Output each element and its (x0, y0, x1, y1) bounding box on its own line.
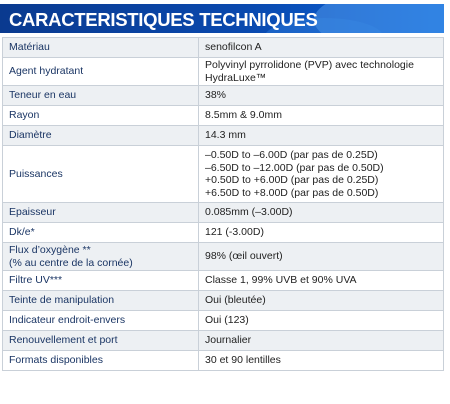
spec-value-line: Oui (bleutée) (205, 294, 266, 307)
spec-label: Flux d’oxygène ** (% au centre de la corn… (2, 242, 199, 271)
spec-value: 14.3 mm (198, 125, 444, 146)
spec-value-line: Oui (123) (205, 314, 249, 327)
table-row: Renouvellement et port Journalier (2, 330, 444, 351)
table-row: Dk/e* 121 (-3.00D) (2, 222, 444, 243)
spec-value-line: 121 (-3.00D) (205, 226, 264, 239)
spec-value-line: –6.50D to –12.00D (par pas de 0.50D) (205, 161, 384, 174)
spec-label-line: Epaisseur (9, 206, 56, 219)
spec-value-line: +6.50D to +8.00D (par pas de 0.50D) (205, 186, 379, 199)
spec-value-line: Journalier (205, 334, 252, 347)
banner-decoration-secondary (264, 18, 384, 33)
spec-label: Epaisseur (2, 202, 199, 223)
spec-value: 98% (œil ouvert) (198, 242, 444, 271)
spec-label: Matériau (2, 37, 199, 58)
spec-value-line: Polyvinyl pyrrolidone (PVP) avec technol… (205, 59, 414, 71)
table-row: Matériau senofilcon A (2, 37, 444, 58)
spec-label: Dk/e* (2, 222, 199, 243)
table-row: Flux d’oxygène ** (% au centre de la corn… (2, 242, 444, 271)
spec-label: Teinte de manipulation (2, 290, 199, 311)
spec-value: Polyvinyl pyrrolidone (PVP) avec technol… (198, 57, 444, 86)
spec-label: Filtre UV*** (2, 270, 199, 291)
spec-label-line: Indicateur endroit-envers (9, 314, 126, 327)
spec-label-line: Filtre UV*** (9, 274, 63, 287)
specifications-table-body: Matériau senofilcon A Agent hydratant Polyv… (2, 37, 444, 371)
table-row: Agent hydratant Polyvinyl pyrrolidone (PV… (2, 57, 444, 86)
banner-decoration (314, 4, 444, 33)
spec-value: Oui (123) (198, 310, 444, 331)
spec-value: 0.085mm (–3.00D) (198, 202, 444, 223)
spec-label: Formats disponibles (2, 350, 199, 371)
table-row: Indicateur endroit-envers Oui (123) (2, 310, 444, 331)
spec-label-line: Diamètre (9, 129, 52, 142)
spec-label-line: Renouvellement et port (9, 334, 118, 347)
spec-value: Classe 1, 99% UVB et 90% UVA (198, 270, 444, 291)
spec-label: Indicateur endroit-envers (2, 310, 199, 331)
table-row: Teneur en eau 38% (2, 85, 444, 106)
spec-value-line: 0.085mm (–3.00D) (205, 206, 293, 219)
spec-value: 121 (-3.00D) (198, 222, 444, 243)
spec-value: Journalier (198, 330, 444, 351)
table-row: Formats disponibles 30 et 90 lentilles (2, 350, 444, 371)
spec-label: Rayon (2, 105, 199, 126)
spec-value-line: +0.50D to +6.00D (par pas de 0.25D) (205, 174, 379, 186)
table-row: Filtre UV*** Classe 1, 99% UVB et 90% UVA (2, 270, 444, 291)
spec-label-line: Flux d’oxygène ** (9, 244, 91, 256)
spec-value-line: 8.5mm & 9.0mm (205, 109, 283, 122)
spec-value-line: senofilcon A (205, 41, 262, 54)
title-banner: CARACTERISTIQUES TECHNIQUES (0, 4, 444, 33)
spec-label-line: Teinte de manipulation (9, 294, 115, 307)
table-row: Diamètre 14.3 mm (2, 125, 444, 146)
spec-label-line: Dk/e* (9, 226, 35, 239)
spec-value: senofilcon A (198, 37, 444, 58)
spec-label-line: Puissances (9, 167, 63, 180)
table-row: Puissances –0.50D to –6.00D (par pas de 0… (2, 145, 444, 203)
spec-value-line: 98% (œil ouvert) (205, 250, 283, 263)
spec-value-line: –0.50D to –6.00D (par pas de 0.25D) (205, 149, 378, 161)
spec-value: 38% (198, 85, 444, 106)
table-row: Teinte de manipulation Oui (bleutée) (2, 290, 444, 311)
spec-label-line: Agent hydratant (9, 65, 84, 78)
table-row: Rayon 8.5mm & 9.0mm (2, 105, 444, 126)
spec-label: Puissances (2, 145, 199, 203)
spec-value-line: HydraLuxe™ (205, 71, 267, 84)
spec-label-line: Teneur en eau (9, 89, 77, 102)
spec-label-line: Matériau (9, 41, 50, 54)
spec-value: 8.5mm & 9.0mm (198, 105, 444, 126)
spec-value: Oui (bleutée) (198, 290, 444, 311)
page-title: CARACTERISTIQUES TECHNIQUES (9, 9, 318, 30)
spec-value-line: 14.3 mm (205, 129, 246, 142)
specifications-table: Matériau senofilcon A Agent hydratant Polyv… (2, 37, 444, 371)
spec-value-line: 30 et 90 lentilles (205, 354, 281, 367)
spec-label: Renouvellement et port (2, 330, 199, 351)
spec-label: Teneur en eau (2, 85, 199, 106)
spec-label-line: (% au centre de la cornée) (9, 256, 133, 269)
spec-label: Diamètre (2, 125, 199, 146)
table-row: Epaisseur 0.085mm (–3.00D) (2, 202, 444, 223)
spec-value-line: 38% (205, 89, 227, 102)
spec-value: 30 et 90 lentilles (198, 350, 444, 371)
spec-label: Agent hydratant (2, 57, 199, 86)
spec-value: –0.50D to –6.00D (par pas de 0.25D) –6.50… (198, 145, 444, 203)
spec-label-line: Formats disponibles (9, 354, 103, 367)
spec-value-line: Classe 1, 99% UVB et 90% UVA (205, 274, 357, 287)
spec-label-line: Rayon (9, 109, 40, 122)
